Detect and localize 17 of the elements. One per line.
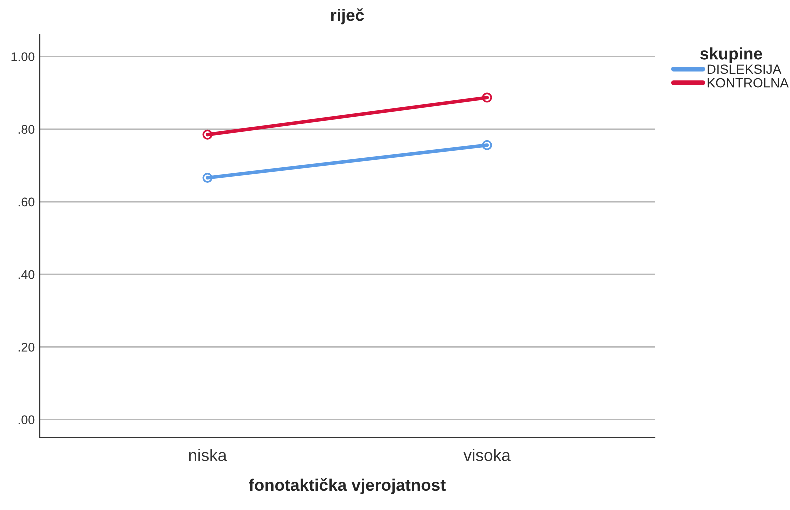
point — [482, 92, 492, 103]
legend-label: KONTROLNA — [708, 78, 789, 88]
point — [202, 173, 213, 184]
x-tick-label: niska — [189, 449, 228, 462]
legend-title: skupine — [700, 48, 762, 64]
y-tick-label: .00 — [18, 416, 35, 424]
x-tick-label: visoka — [464, 449, 511, 462]
y-tick-label: .80 — [18, 125, 35, 134]
chart-title: riječ — [331, 8, 364, 25]
y-tick-label: 1.00 — [12, 52, 35, 62]
point — [482, 140, 492, 150]
legend-label: DISLEKSIJA — [708, 64, 782, 74]
x-axis-title: fonotaktička vjerojatnost — [249, 478, 446, 494]
y-tick-label: .40 — [18, 270, 35, 280]
y-tick-label: .60 — [18, 198, 35, 207]
point — [202, 130, 213, 140]
y-tick-label: .20 — [18, 343, 35, 352]
